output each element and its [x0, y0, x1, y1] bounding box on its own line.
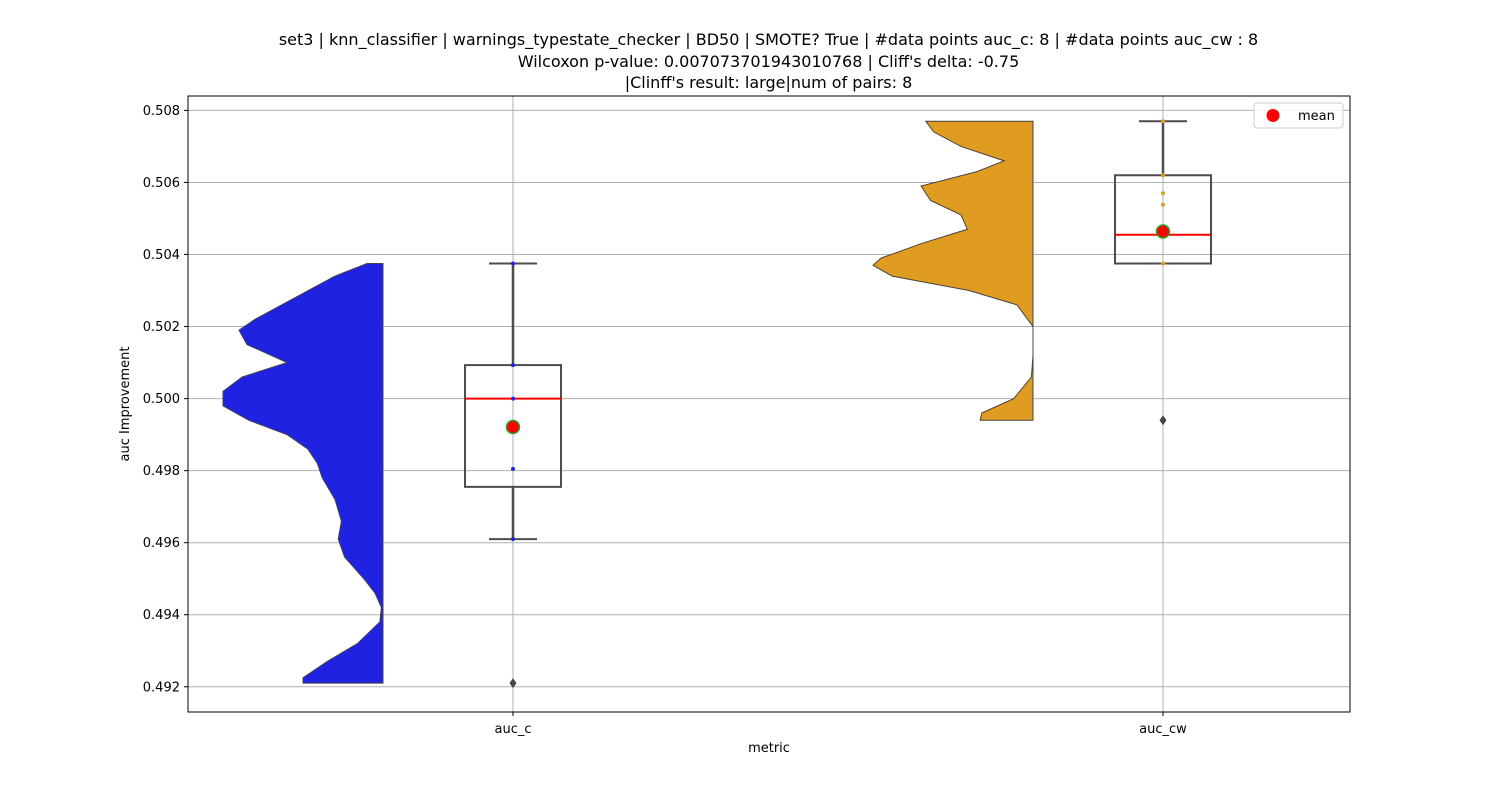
mean-marker-auc_cw — [1155, 224, 1171, 239]
x-tick-label-auc_cw: auc_cw — [1139, 722, 1187, 737]
y-tick-label: 0.508 — [143, 104, 180, 119]
y-tick-label: 0.506 — [143, 176, 180, 191]
data-point-auc_cw — [1161, 261, 1165, 266]
y-axis-label: auc Improvement — [118, 347, 133, 462]
series-auc_cw — [872, 119, 1212, 426]
legend-mean-label: mean — [1298, 109, 1335, 124]
chart-title-line-3: |Clinff's result: large|num of pairs: 8 — [624, 73, 913, 92]
y-tick-label: 0.498 — [143, 464, 180, 479]
data-point-auc_cw — [1161, 173, 1165, 178]
axis-layer: 0.492 0.494 0.496 0.498 0.500 0.502 0.504 0.506… — [143, 104, 1187, 737]
chart-title-line-2: Wilcoxon p-value: 0.007073701943010768 |… — [517, 52, 1020, 71]
y-tick-label: 0.496 — [143, 536, 180, 551]
y-tick-label: 0.500 — [143, 392, 180, 407]
data-point-auc_c — [511, 363, 515, 368]
y-tick-label: 0.492 — [143, 680, 180, 695]
data-point-auc_cw — [1161, 191, 1165, 196]
data-point-auc_cw — [1161, 119, 1165, 124]
data-point-auc_cw — [1161, 202, 1165, 207]
plot-frame — [187, 95, 1351, 713]
y-tick-label: 0.502 — [143, 320, 180, 335]
outlier-auc_cw — [1159, 415, 1167, 426]
x-axis-label: metric — [748, 741, 790, 756]
y-tick-label: 0.504 — [143, 248, 180, 263]
violin-auc_cw — [872, 120, 1034, 421]
legend-box — [1253, 102, 1344, 129]
violin-auc_c — [222, 263, 384, 684]
data-point-auc_c — [511, 537, 515, 542]
y-tick-label: 0.494 — [143, 608, 180, 623]
legend-mean-marker — [1266, 109, 1280, 122]
chart-title-line-1: set3 | knn_classifier | warnings_typesta… — [278, 30, 1259, 49]
series-auc_c — [222, 261, 562, 689]
data-point-auc_c — [511, 466, 515, 471]
x-tick-label-auc_c: auc_c — [494, 722, 531, 737]
plot-layer — [222, 119, 1212, 689]
outlier-auc_c — [509, 678, 517, 689]
data-point-auc_c — [511, 261, 515, 266]
legend: mean — [1253, 102, 1344, 129]
data-point-auc_c — [511, 396, 515, 401]
mean-marker-auc_c — [505, 419, 521, 435]
